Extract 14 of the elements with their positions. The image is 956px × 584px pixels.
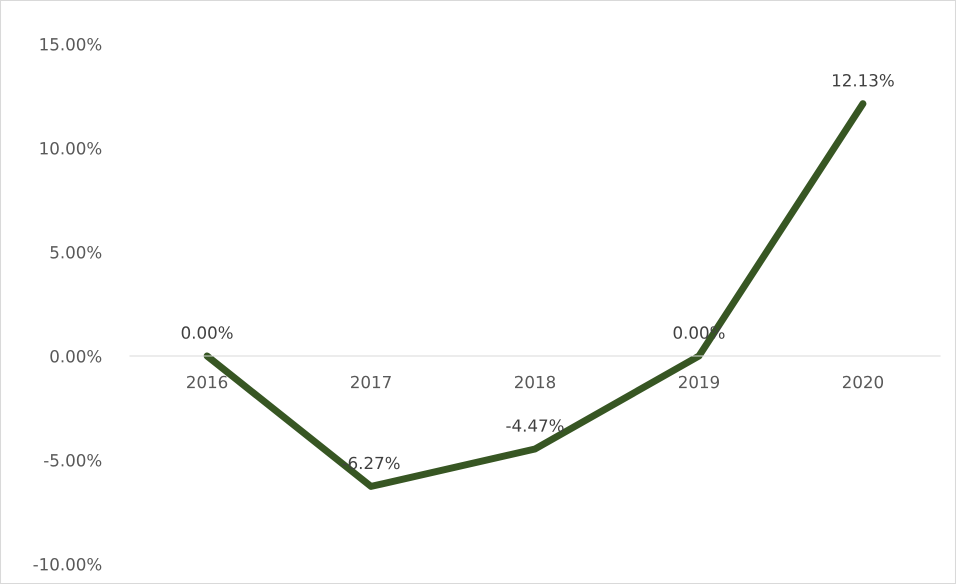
- data-label: 0.00%: [182, 326, 233, 339]
- x-tick-label: 2016: [187, 376, 228, 388]
- y-tick-label: 0.00%: [50, 350, 102, 363]
- y-tick-label: 10.00%: [40, 142, 102, 155]
- x-tick-label: 2017: [351, 376, 391, 388]
- x-tick-label: 2019: [678, 376, 720, 388]
- x-tick-label: 2020: [842, 376, 884, 388]
- y-tick-label: 15.00%: [40, 38, 102, 51]
- data-label: -4.47%: [506, 419, 564, 432]
- x-tick-label: 2018: [515, 376, 556, 388]
- y-tick-label: -5.00%: [44, 454, 102, 467]
- y-tick-label: -10.00%: [33, 558, 102, 571]
- data-label: 12.13%: [832, 74, 894, 87]
- y-tick-label: 5.00%: [50, 246, 102, 259]
